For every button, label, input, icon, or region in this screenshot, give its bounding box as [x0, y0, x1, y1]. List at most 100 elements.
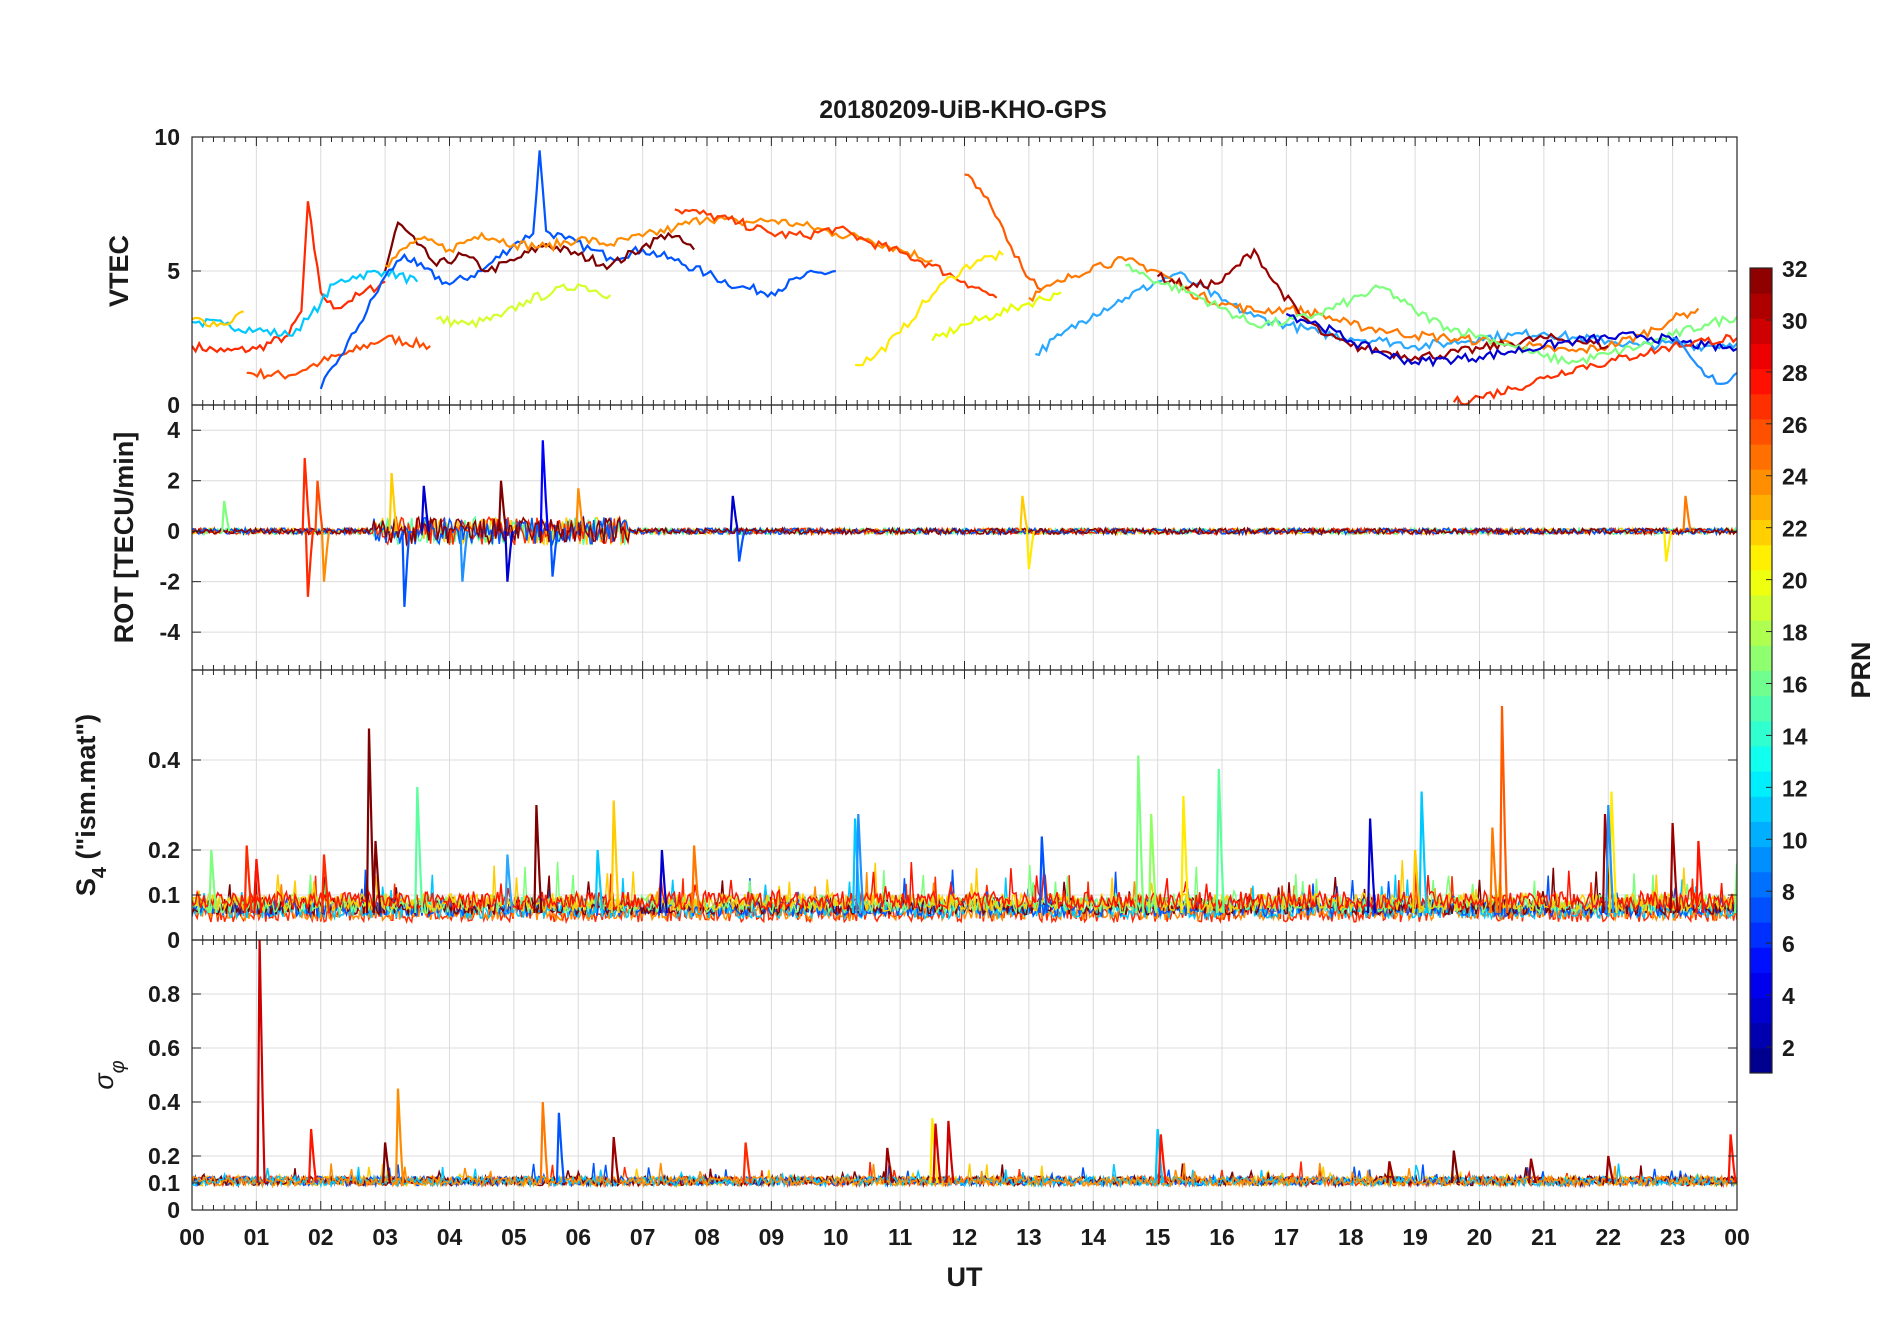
- x-tick-label: 04: [437, 1224, 463, 1250]
- colorbar-tick-label: 18: [1782, 620, 1808, 646]
- spike-4: [388, 473, 398, 532]
- spike-8: [497, 480, 508, 532]
- y-tick-label: 0: [167, 518, 180, 544]
- spike-15: [1038, 836, 1048, 914]
- x-tick-label: 17: [1274, 1224, 1300, 1250]
- series-line-13: [1028, 255, 1700, 355]
- spike-8: [884, 1147, 894, 1184]
- y-tick-label: 0.6: [148, 1035, 180, 1061]
- figure-title: 20180209-UiB-KHO-GPS: [819, 96, 1107, 124]
- x-tick-label: 23: [1660, 1224, 1686, 1250]
- spike-18: [1663, 530, 1673, 562]
- spike-6: [610, 1136, 620, 1184]
- x-tick-label: 06: [565, 1224, 591, 1250]
- spike-22: [1412, 849, 1422, 914]
- spike-19: [221, 500, 231, 532]
- y-tick-label: 0: [167, 392, 180, 418]
- x-axis: 00 01 02 03 04 05 06 07 08 09 10 11 12 13 14 15 16 17 18 19…: [179, 1224, 1750, 1292]
- y-tick-label: 0.4: [148, 1089, 180, 1115]
- spike-2: [314, 480, 324, 532]
- trace-line-3: [192, 515, 1737, 547]
- colorbar-segment: [1750, 972, 1772, 999]
- colorbar-segment: [1750, 670, 1772, 697]
- spike-0: [256, 940, 266, 1184]
- y-axis-label: S4 ("ism.mat"): [71, 714, 111, 896]
- colorbar-segment: [1750, 393, 1772, 420]
- y-tick-label: 0.1: [148, 1170, 180, 1196]
- x-tick-label: 19: [1402, 1224, 1428, 1250]
- rot-panel: -4 -2 0 2 4 ROT [TECU/min]: [109, 404, 1738, 671]
- series-line-3: [319, 150, 836, 390]
- x-tick-label: 02: [308, 1224, 334, 1250]
- x-tick-label: 01: [244, 1224, 270, 1250]
- colorbar-segment: [1750, 645, 1772, 671]
- series-line-2: [192, 267, 419, 338]
- spike-11: [549, 531, 559, 577]
- colorbar-segment: [1750, 771, 1772, 797]
- colorbar-tick-label: 24: [1782, 464, 1808, 490]
- colorbar-segment: [1750, 1022, 1772, 1049]
- y-tick-label: 10: [154, 124, 180, 150]
- colorbar-segment: [1750, 318, 1772, 344]
- data-lines: [192, 440, 1737, 607]
- spike-15: [1019, 495, 1029, 532]
- data-lines: [192, 150, 1737, 405]
- spike-9: [610, 800, 620, 914]
- colorbar-segment: [1750, 896, 1772, 923]
- spike-16: [1135, 755, 1145, 914]
- spike-8: [533, 804, 543, 914]
- spike-14: [1386, 1161, 1396, 1184]
- spike-4: [539, 1101, 549, 1184]
- colorbar-segment: [1750, 997, 1772, 1024]
- series-line-9: [964, 173, 1043, 291]
- colorbar-tick-label: 12: [1782, 775, 1808, 801]
- x-tick-label: 12: [952, 1224, 978, 1250]
- x-tick-label: 09: [759, 1224, 785, 1250]
- colorbar-tick-label: 20: [1782, 568, 1808, 594]
- x-tick-label: 15: [1145, 1224, 1171, 1250]
- spike-10: [932, 1123, 942, 1184]
- x-tick-label: 08: [694, 1224, 720, 1250]
- series-line-17: [1452, 333, 1737, 405]
- trace-line-4: [192, 515, 1737, 547]
- spike-3: [394, 1088, 405, 1184]
- colorbar-tick-label: 30: [1782, 308, 1808, 334]
- spike-5: [555, 1112, 565, 1184]
- colorbar-segment: [1750, 1047, 1772, 1074]
- y-axis-label: VTEC: [104, 235, 134, 307]
- x-tick-label: 14: [1080, 1224, 1106, 1250]
- spike-23: [1498, 705, 1509, 914]
- spike-28: [1669, 822, 1679, 914]
- colorbar-segment: [1750, 343, 1772, 370]
- colorbar-segment: [1750, 595, 1772, 621]
- spike-18: [1180, 795, 1190, 914]
- colorbar-tick-label: 8: [1782, 879, 1795, 905]
- colorbar-tick-label: 22: [1782, 516, 1808, 542]
- series-line-6: [436, 283, 612, 329]
- colorbar-segment: [1750, 796, 1772, 822]
- y-tick-label: 2: [167, 468, 180, 494]
- ticks: 0 0.1 0.2 0.4: [148, 670, 1738, 953]
- data-lines: [192, 940, 1737, 1189]
- spike-11: [658, 849, 668, 914]
- spike-1: [308, 1128, 318, 1184]
- series-line-10: [854, 249, 1004, 367]
- spike-24: [1489, 827, 1499, 914]
- colorbar-tick-label: 2: [1782, 1035, 1795, 1061]
- spike-12: [1154, 1128, 1164, 1184]
- x-tick-label: 00: [1724, 1224, 1750, 1250]
- ticks: 00.10.2 0.4 0.6 0.8: [148, 940, 1738, 1223]
- spike-17: [1605, 1155, 1615, 1184]
- y-tick-label: -4: [160, 619, 181, 645]
- series-line-8: [674, 208, 998, 299]
- spike-5: [401, 531, 411, 607]
- colorbar-segment: [1750, 268, 1772, 294]
- x-tick-label: 00: [179, 1224, 205, 1250]
- x-tick-label: 21: [1531, 1224, 1557, 1250]
- colorbar-segment: [1750, 922, 1772, 948]
- colorbar-segment: [1750, 846, 1772, 873]
- spike-17: [1148, 813, 1158, 914]
- series-line-12: [1035, 271, 1737, 357]
